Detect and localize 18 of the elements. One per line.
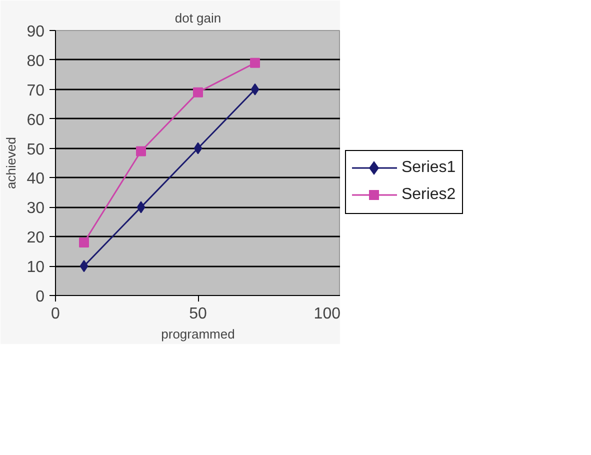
legend-label: Series2 [401, 186, 456, 202]
legend-label: Series1 [401, 159, 456, 176]
y-tick-label: 50 [26, 141, 45, 158]
y-tick-label: 90 [26, 24, 45, 40]
y-axis-title: achieved [4, 136, 19, 190]
x-tick-label: 50 [189, 306, 207, 322]
y-tick-label: 20 [26, 230, 45, 247]
chart-title: dot gain [174, 10, 222, 26]
x-axis-title: programmed [161, 326, 235, 342]
x-tick-label: 100 [314, 306, 341, 322]
y-tick-label: 80 [26, 52, 45, 70]
y-tick-label: 30 [26, 200, 45, 218]
y-tick-label: 40 [26, 170, 45, 188]
y-tick-label: 0 [36, 288, 45, 306]
y-tick-label: 10 [26, 259, 45, 276]
x-tick-label: 0 [51, 306, 60, 322]
y-tick-label: 60 [26, 112, 45, 129]
y-tick-label: 70 [26, 82, 45, 100]
